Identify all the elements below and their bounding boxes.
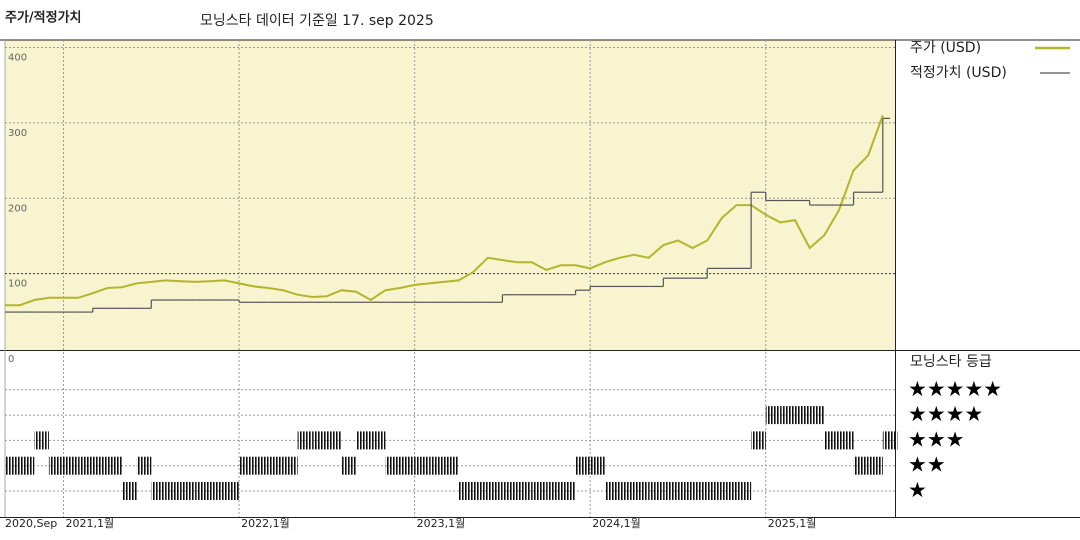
rating-bar	[48, 456, 64, 475]
rating-bar	[429, 456, 444, 475]
rating-bar	[809, 406, 825, 425]
legend-label: 적정가치 (USD)	[910, 65, 1007, 81]
rating-bar	[356, 431, 371, 450]
rating-bar	[209, 482, 225, 500]
chart-subtitle: 모닝스타 데이터 기준일 17. sep 2025	[200, 13, 434, 29]
rating-bar	[239, 456, 254, 475]
rating-bar	[78, 456, 93, 475]
rating-bar	[370, 431, 386, 450]
rating-bar	[707, 482, 722, 500]
rating-title: 모닝스타 등급	[910, 354, 992, 370]
rating-bar	[341, 456, 357, 475]
rating-bar	[634, 482, 649, 500]
rating-bar	[34, 431, 49, 450]
rating-legend-label: ★	[908, 478, 927, 502]
rating-bar	[882, 431, 898, 450]
rating-bar	[751, 431, 766, 450]
rating-bar	[765, 406, 781, 425]
rating-bar	[165, 482, 181, 500]
rating-bar	[195, 482, 210, 500]
rating-bar	[838, 431, 854, 450]
rating-bar	[795, 406, 810, 425]
rating-legend-label: ★★★★★	[908, 377, 1002, 401]
rating-bar	[224, 482, 240, 500]
rating-bar	[297, 431, 313, 450]
rating-bar	[502, 482, 518, 500]
frame	[0, 39, 1080, 518]
rating-bar	[180, 482, 196, 500]
rating-bar	[136, 456, 152, 475]
rating-bar	[648, 482, 664, 500]
rating-bar	[604, 482, 620, 500]
y-tick-label: 100	[8, 279, 27, 290]
x-tick-label: 2022,1월	[241, 517, 290, 530]
rating-bar	[19, 456, 35, 475]
rating-bar	[663, 482, 678, 500]
rating-bar	[736, 482, 752, 500]
rating-bar	[92, 456, 108, 475]
chart-title: 주가/적정가치	[5, 10, 82, 26]
rating-bar	[282, 456, 298, 475]
price-line	[5, 115, 884, 307]
y-tick-label: 400	[8, 53, 27, 64]
x-tick-label: 2020,Sep	[5, 517, 57, 530]
rating-bar	[385, 456, 401, 475]
rating-bar	[268, 456, 283, 475]
rating-bar	[531, 482, 547, 500]
rating-bar	[560, 482, 576, 500]
rating-bar	[780, 406, 796, 425]
x-tick-label: 2024,1월	[592, 517, 641, 530]
y-tick-label: 300	[8, 128, 27, 139]
rating-bar	[326, 431, 342, 450]
rating-bar	[400, 456, 415, 475]
rating-bar	[692, 482, 708, 500]
rating-bar	[619, 482, 635, 500]
y-tick-label: 200	[8, 203, 27, 214]
rating-bar	[312, 431, 327, 450]
rating-legend-label: ★★★	[908, 427, 964, 451]
rating-bar	[443, 456, 459, 475]
rating-bar	[824, 431, 839, 450]
rating-bar	[853, 456, 869, 475]
plot-background	[5, 40, 895, 350]
rating-bar	[107, 456, 123, 475]
rating-bar	[253, 456, 269, 475]
rating-bar	[473, 482, 488, 500]
rating-bar	[414, 456, 430, 475]
rating-bar	[590, 456, 605, 475]
rating-bar	[63, 456, 79, 475]
rating-bar	[677, 482, 693, 500]
rating-bar	[458, 482, 474, 500]
rating-bar	[151, 482, 166, 500]
rating-bar	[5, 456, 20, 475]
y-tick-label: 0	[8, 354, 14, 365]
rating-legend-label: ★★	[908, 453, 946, 477]
rating-bar	[487, 482, 503, 500]
rating-bar	[575, 456, 591, 475]
rating-bar	[517, 482, 532, 500]
x-tick-label: 2025,1월	[768, 517, 817, 530]
rating-bar	[721, 482, 737, 500]
rating-bar	[868, 456, 883, 475]
rating-bar	[122, 482, 137, 500]
x-tick-label: 2021,1월	[66, 517, 115, 530]
legend-label: 주가 (USD)	[910, 40, 981, 56]
x-tick-label: 2023,1월	[417, 517, 466, 530]
rating-legend-label: ★★★★	[908, 402, 983, 426]
rating-bar	[546, 482, 561, 500]
